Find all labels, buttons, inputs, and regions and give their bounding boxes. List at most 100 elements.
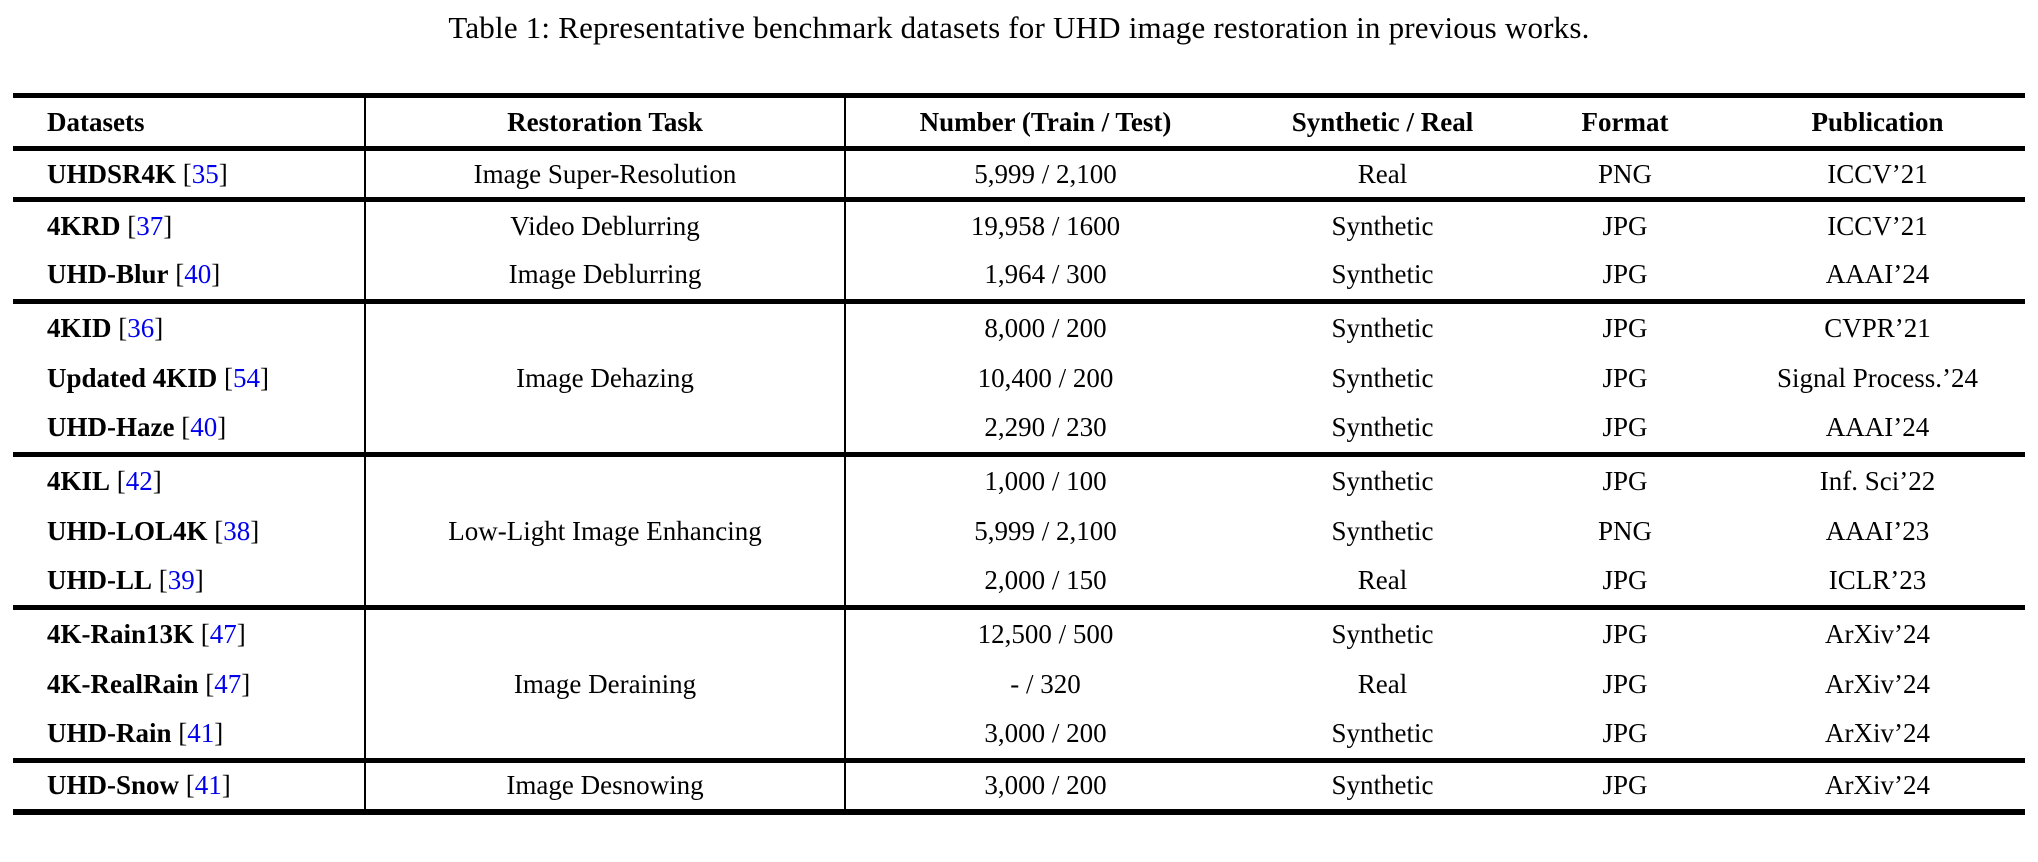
format-cell: JPG <box>1602 465 1648 496</box>
task-cell: Image Deblurring <box>365 250 846 302</box>
dataset-name: 4KID <box>47 312 112 343</box>
citation-link[interactable]: 47 <box>209 618 237 649</box>
format-cell: JPG <box>1602 412 1648 443</box>
dataset-cell: Updated 4KID [54] <box>13 352 366 404</box>
format-cell: JPG <box>1602 259 1648 290</box>
citation-bracket: ] <box>221 770 231 801</box>
citation-bracket: ] <box>194 565 204 596</box>
number-cell: 1,000 / 100 <box>984 465 1107 496</box>
benchmark-datasets-table: Datasets Restoration Task Number (Train … <box>13 93 2025 815</box>
table-row: 4K-Rain13K [47] Image Deraining 12,500 /… <box>13 607 2025 761</box>
publication-cell: ArXiv’24 <box>1825 718 1930 749</box>
citation-bracket: [ <box>118 312 128 343</box>
type-cell: Synthetic <box>1331 718 1434 749</box>
publication-cell: ICCV’21 <box>1827 210 1928 241</box>
dataset-name: UHD-Snow <box>47 770 180 801</box>
dataset-name: Updated 4KID <box>47 362 218 393</box>
type-cell: Synthetic <box>1331 312 1434 343</box>
publication-cell: ArXiv’24 <box>1825 770 1930 801</box>
table-row: UHD-LL [39] 2,000 / 150 Real JPG ICLR’23 <box>13 556 2025 608</box>
task-cell: Video Deblurring <box>365 199 846 251</box>
citation-bracket: ] <box>154 312 164 343</box>
citation-link[interactable]: 42 <box>125 465 153 496</box>
citation-link[interactable]: 39 <box>167 565 195 596</box>
dataset-name: UHD-LL <box>47 565 153 596</box>
dataset-cell: UHDSR4K [35] <box>13 148 366 200</box>
table-caption: Table 1: Representative benchmark datase… <box>448 10 1590 45</box>
type-cell: Synthetic <box>1331 618 1434 649</box>
type-cell: Synthetic <box>1331 259 1434 290</box>
citation-bracket: [ <box>175 259 185 290</box>
type-cell: Real <box>1357 565 1408 596</box>
publication-cell: ArXiv’24 <box>1825 668 1930 699</box>
dataset-cell: UHD-Haze [40] <box>13 403 366 455</box>
task-cell: Image Super-Resolution <box>365 148 846 200</box>
type-cell: Real <box>1357 668 1408 699</box>
table-header-row: Datasets Restoration Task Number (Train … <box>13 95 2025 149</box>
number-cell: 5,999 / 2,100 <box>974 515 1117 546</box>
number-cell: - / 320 <box>1010 668 1081 699</box>
dataset-cell: 4K-Rain13K [47] <box>13 607 366 659</box>
col-header-format: Format <box>1581 106 1669 137</box>
citation-link[interactable]: 36 <box>127 312 155 343</box>
col-header-restoration-task: Restoration Task <box>365 95 846 149</box>
citation-bracket: [ <box>224 362 234 393</box>
col-header-publication: Publication <box>1811 106 1944 137</box>
citation-link[interactable]: 47 <box>214 668 242 699</box>
publication-cell: AAAI’24 <box>1825 412 1930 443</box>
citation-link[interactable]: 38 <box>223 515 251 546</box>
table-row: 4K-RealRain [47] - / 320 Real JPG ArXiv’… <box>13 658 2025 710</box>
dataset-name: UHD-Haze <box>47 412 175 443</box>
publication-cell: ICCV’21 <box>1827 158 1928 189</box>
publication-cell: Signal Process.’24 <box>1777 362 1978 393</box>
number-cell: 2,000 / 150 <box>984 565 1107 596</box>
citation-bracket: [ <box>205 668 215 699</box>
dataset-name: UHD-Blur <box>47 259 169 290</box>
citation-bracket: ] <box>163 210 173 241</box>
citation-link[interactable]: 40 <box>190 412 218 443</box>
citation-link[interactable]: 54 <box>233 362 261 393</box>
dataset-cell: UHD-LOL4K [38] <box>13 505 366 557</box>
publication-cell: AAAI’23 <box>1825 515 1930 546</box>
format-cell: JPG <box>1602 312 1648 343</box>
type-cell: Synthetic <box>1331 362 1434 393</box>
format-cell: JPG <box>1602 362 1648 393</box>
format-cell: JPG <box>1602 770 1648 801</box>
table-row: UHD-Rain [41] 3,000 / 200 Synthetic JPG … <box>13 709 2025 761</box>
citation-bracket: ] <box>250 515 260 546</box>
dataset-cell: 4KID [36] <box>13 301 366 353</box>
number-cell: 3,000 / 200 <box>984 718 1107 749</box>
citation-bracket: [ <box>185 770 195 801</box>
table-row: UHD-Blur [40] Image Deblurring 1,964 / 3… <box>13 250 2025 302</box>
number-cell: 5,999 / 2,100 <box>974 158 1117 189</box>
dataset-cell: 4K-RealRain [47] <box>13 658 366 710</box>
citation-bracket: [ <box>178 718 188 749</box>
citation-bracket: ] <box>214 718 224 749</box>
col-header-datasets: Datasets <box>13 95 366 149</box>
publication-cell: Inf. Sci’22 <box>1819 465 1936 496</box>
citation-bracket: [ <box>127 210 137 241</box>
citation-link[interactable]: 41 <box>187 718 215 749</box>
format-cell: PNG <box>1597 158 1652 189</box>
dataset-cell: UHD-Blur [40] <box>13 250 366 302</box>
citation-link[interactable]: 40 <box>184 259 212 290</box>
dataset-name: 4KRD <box>47 210 121 241</box>
table-row: Updated 4KID [54] 10,400 / 200 Synthetic… <box>13 352 2025 404</box>
type-cell: Synthetic <box>1331 515 1434 546</box>
task-cell-merged: Image Deraining <box>365 607 846 761</box>
citation-link[interactable]: 41 <box>194 770 222 801</box>
citation-link[interactable]: 37 <box>136 210 164 241</box>
dataset-name: 4KIL <box>47 465 111 496</box>
type-cell: Synthetic <box>1331 210 1434 241</box>
dataset-name: UHDSR4K <box>47 158 177 189</box>
citation-bracket: ] <box>260 362 270 393</box>
dataset-cell: 4KIL [42] <box>13 454 366 506</box>
citation-link[interactable]: 35 <box>191 158 219 189</box>
table-row: UHD-Snow [41] Image Desnowing 3,000 / 20… <box>13 760 2025 812</box>
col-header-number: Number (Train / Test) <box>919 106 1172 137</box>
citation-bracket: [ <box>158 565 168 596</box>
table-row: 4KIL [42] Low-Light Image Enhancing 1,00… <box>13 454 2025 608</box>
citation-bracket: [ <box>214 515 224 546</box>
citation-bracket: [ <box>181 412 191 443</box>
table-row: UHD-Haze [40] 2,290 / 230 Synthetic JPG … <box>13 403 2025 455</box>
